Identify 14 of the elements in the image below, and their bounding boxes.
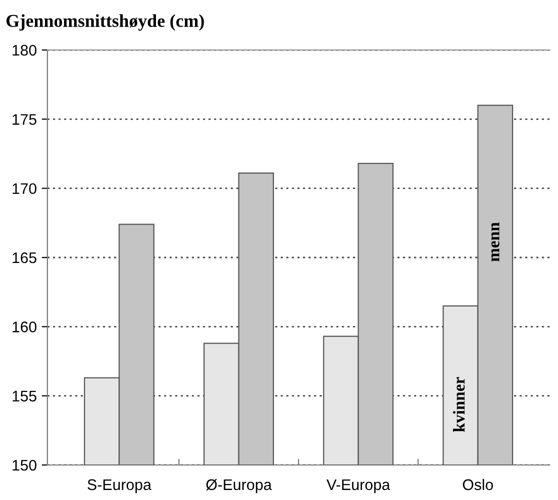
chart-title: Gjennomsnittshøyde (cm) (6, 14, 204, 31)
series-label: menn (491, 222, 500, 262)
y-tick-label: 170 (12, 183, 36, 194)
x-tick-label: Oslo (462, 478, 493, 490)
y-tick-label: 160 (12, 322, 36, 332)
y-tick-label: 180 (12, 44, 36, 56)
x-tick-label: V-Europa (326, 479, 390, 494)
series-label: kvinner (452, 377, 465, 432)
x-tick-label: S-Europa (88, 479, 152, 494)
y-tick-label: 155 (12, 390, 36, 402)
y-tick-label: 175 (12, 114, 36, 125)
x-tick-label: Ø-Europa (206, 479, 272, 494)
y-tick-label: 150 (12, 460, 36, 471)
y-tick-label: 165 (12, 252, 36, 264)
